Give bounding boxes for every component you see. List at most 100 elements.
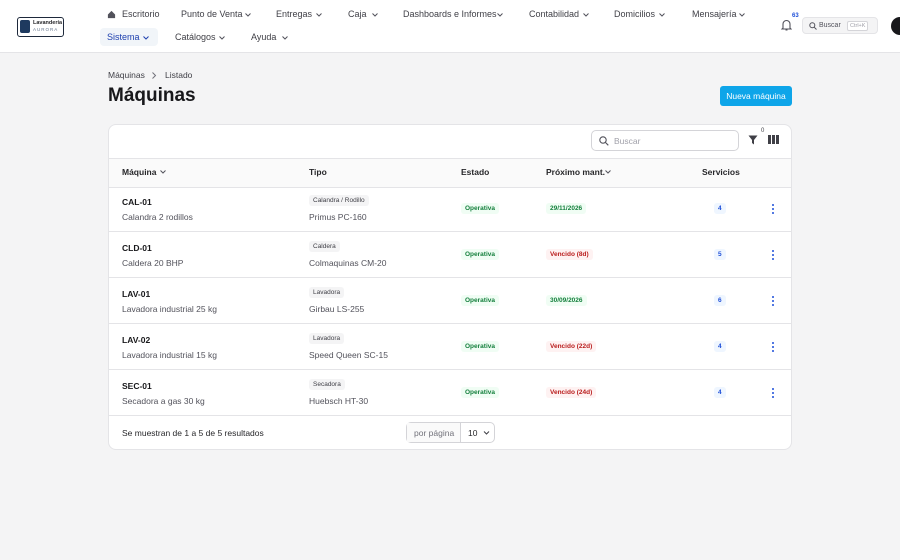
- column-header: Estado: [461, 167, 490, 177]
- machine-model: Girbau LS-255: [309, 304, 365, 314]
- maintenance-badge: Vencido (24d): [546, 387, 597, 398]
- machine-model: Colmaquinas CM-20: [309, 258, 387, 268]
- row-menu[interactable]: [772, 342, 774, 352]
- menu-dot: [772, 212, 774, 214]
- table-search[interactable]: Buscar: [591, 130, 739, 151]
- chevron: [143, 36, 149, 40]
- menu-dot: [772, 300, 774, 302]
- header: Lavandería AURORA 63 Buscar Ctrl+K Escri…: [0, 0, 900, 53]
- menu-dot: [772, 296, 774, 298]
- nav-item[interactable]: Domicilios: [614, 9, 656, 19]
- machine-description: Caldera 20 BHP: [122, 258, 184, 268]
- status-badge: Operativa: [461, 249, 499, 260]
- machine-description: Secadora a gas 30 kg: [122, 396, 205, 406]
- menu-dot: [772, 346, 774, 348]
- column-header[interactable]: Próximo mant.: [546, 167, 606, 177]
- machine-code[interactable]: CAL-01: [122, 197, 152, 207]
- machine-description: Lavadora industrial 15 kg: [122, 350, 217, 360]
- chevron: [497, 13, 503, 17]
- per-page-select[interactable]: por página 10: [406, 422, 495, 443]
- column-header: Servicios: [702, 167, 740, 177]
- search-icon: [809, 22, 817, 30]
- machine-description: Lavadora industrial 25 kg: [122, 304, 217, 314]
- type-badge: Lavadora: [309, 333, 345, 344]
- breadcrumb-item[interactable]: Máquinas: [108, 70, 145, 80]
- per-page-label: por página: [414, 428, 455, 438]
- machine-code[interactable]: LAV-02: [122, 335, 151, 345]
- row-divider: [109, 369, 791, 370]
- pagination-summary: Se muestran de 1 a 5 de 5 resultados: [122, 428, 264, 438]
- logo-name: Lavandería: [33, 20, 63, 26]
- shortcut: Ctrl+K: [847, 21, 869, 31]
- nav-item[interactable]: Punto de Venta: [181, 9, 243, 19]
- machine-model: Huebsch HT-30: [309, 396, 369, 406]
- per-page-label-bg: [407, 423, 461, 442]
- menu-dot: [772, 250, 774, 252]
- column-header: Tipo: [309, 167, 327, 177]
- nav-item[interactable]: Entregas: [276, 9, 313, 19]
- search-label: Buscar: [819, 22, 841, 29]
- avatar[interactable]: [891, 17, 900, 35]
- services-badge: 4: [714, 203, 726, 214]
- status-badge: Operativa: [461, 341, 499, 352]
- menu-dot: [772, 204, 774, 206]
- menu-dot: [772, 392, 774, 394]
- filter-icon[interactable]: [748, 135, 758, 145]
- page-title: Máquinas: [108, 85, 196, 106]
- row-divider: [109, 231, 791, 232]
- nav-item[interactable]: Catálogos: [175, 32, 216, 42]
- nav-item[interactable]: Mensajería: [692, 9, 737, 19]
- type-badge: Lavadora: [309, 287, 345, 298]
- logo[interactable]: Lavandería AURORA: [17, 17, 64, 37]
- chevron: [372, 13, 378, 17]
- menu-dot: [772, 388, 774, 390]
- menu-dot: [772, 350, 774, 352]
- active-tab-bg: [100, 28, 158, 46]
- column-header[interactable]: Máquina: [122, 167, 157, 177]
- type-badge: Secadora: [309, 379, 345, 390]
- logo-sub: AURORA: [33, 27, 59, 32]
- menu-dot: [772, 258, 774, 260]
- services-badge: 5: [714, 249, 726, 260]
- nav-item[interactable]: Caja: [348, 9, 367, 19]
- filter-count: 0: [761, 128, 765, 134]
- chevron: [583, 13, 589, 17]
- search-placeholder: Buscar: [614, 136, 641, 146]
- nav-item[interactable]: Dashboards e Informes: [403, 9, 497, 19]
- machine-code[interactable]: LAV-01: [122, 289, 151, 299]
- nav-item[interactable]: Escritorio: [122, 9, 160, 19]
- row-menu[interactable]: [772, 296, 774, 306]
- menu-dot: [772, 304, 774, 306]
- maintenance-badge: Vencido (22d): [546, 341, 597, 352]
- menu-dot: [772, 396, 774, 398]
- chevron: [605, 170, 611, 174]
- services-badge: 4: [714, 387, 726, 398]
- bell-icon[interactable]: [781, 19, 792, 32]
- nav-item[interactable]: Ayuda: [251, 32, 277, 42]
- status-badge: Operativa: [461, 387, 499, 398]
- nav-item[interactable]: Sistema: [107, 32, 140, 42]
- nav-item[interactable]: Contabilidad: [529, 9, 580, 19]
- machine-model: Speed Queen SC-15: [309, 350, 388, 360]
- maintenance-badge: Vencido (8d): [546, 249, 593, 260]
- machine-code[interactable]: SEC-01: [122, 381, 152, 391]
- status-badge: Operativa: [461, 203, 499, 214]
- chevron: [483, 431, 490, 435]
- type-badge: Caldera: [309, 241, 340, 252]
- services-badge: 4: [714, 341, 726, 352]
- global-search[interactable]: Buscar Ctrl+K: [802, 17, 878, 34]
- columns-icon[interactable]: [768, 135, 779, 144]
- new-button[interactable]: Nueva máquina: [720, 86, 792, 106]
- status-badge: Operativa: [461, 295, 499, 306]
- row-menu[interactable]: [772, 388, 774, 398]
- home-icon: [107, 10, 116, 19]
- menu-dot: [772, 342, 774, 344]
- row-divider: [109, 415, 791, 416]
- logo-icon: [20, 20, 30, 33]
- row-menu[interactable]: [772, 204, 774, 214]
- row-menu[interactable]: [772, 250, 774, 260]
- machine-code[interactable]: CLD-01: [122, 243, 152, 253]
- chevron: [160, 170, 166, 174]
- maintenance-badge: 30/09/2026: [546, 295, 587, 306]
- breadcrumb-separator: [152, 72, 157, 79]
